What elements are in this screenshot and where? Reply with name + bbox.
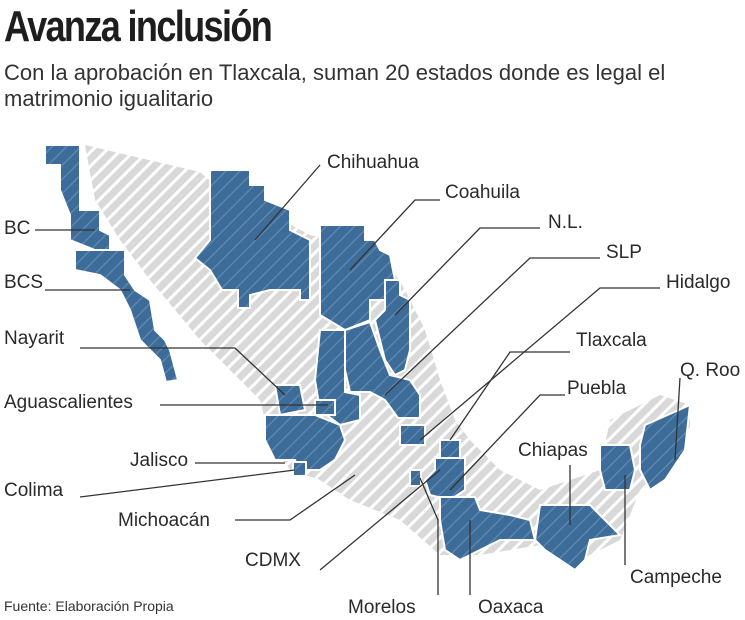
label-nl: N.L. [548,212,583,233]
label-bcs: BCS [4,272,44,293]
label-michoacan: Michoacán [118,510,210,531]
label-campeche: Campeche [630,567,722,588]
state-hidalgo[interactable] [399,424,426,446]
label-coahuila: Coahuila [445,182,520,203]
label-chiapas: Chiapas [518,440,588,461]
label-nayarit: Nayarit [4,328,65,349]
state-tlaxcala[interactable] [439,439,461,459]
label-cdmx: CDMX [245,550,301,571]
state-chiapas[interactable] [533,504,623,572]
label-chihuahua: Chihuahua [327,152,419,173]
label-oaxaca: Oaxaca [478,597,544,618]
state-chihuahua[interactable] [193,169,311,309]
page-title: Avanza inclusión [4,2,273,51]
label-aguascalientes: Aguascalientes [4,392,133,413]
state-oaxaca[interactable] [439,496,537,562]
state-jalisco[interactable] [264,414,347,471]
label-bc: BC [4,218,31,239]
label-puebla: Puebla [567,378,627,399]
label-colima: Colima [4,480,64,501]
state-colima[interactable] [292,461,307,477]
leader-lines [35,164,681,595]
source-note: Fuente: Elaboración Propia [4,598,174,614]
state-bcs[interactable] [74,249,180,384]
label-tlaxcala: Tlaxcala [576,330,647,351]
state-campeche[interactable] [599,444,637,491]
state-nuevo-leon[interactable] [373,279,411,377]
label-morelos: Morelos [348,597,416,618]
state-aguascalientes[interactable] [314,399,336,416]
label-quintana-roo: Q. Roo [680,360,741,381]
label-slp: SLP [606,242,642,263]
label-jalisco: Jalisco [130,450,189,471]
subtitle: Con la aprobación en Tlaxcala, suman 20 … [4,60,666,111]
label-hidalgo: Hidalgo [666,272,731,293]
state-morelos[interactable] [409,469,422,487]
